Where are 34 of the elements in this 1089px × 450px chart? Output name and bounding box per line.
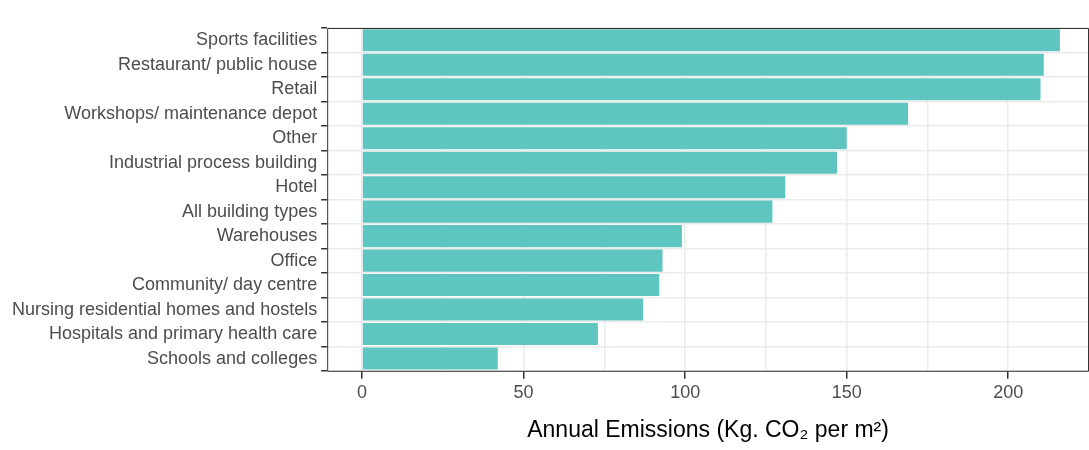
x-tick-label: 50 — [513, 381, 534, 402]
bar — [362, 127, 847, 150]
bar — [362, 274, 660, 297]
y-tick-label: Office — [270, 249, 318, 270]
y-tick-label: Warehouses — [216, 225, 318, 246]
y-tick-label: Sports facilities — [196, 29, 318, 50]
bar — [362, 225, 682, 248]
y-tick-label: Other — [272, 127, 318, 148]
x-tick-label: 200 — [993, 381, 1024, 402]
y-tick-label: Hotel — [275, 176, 318, 197]
y-tick-label: Industrial process building — [109, 151, 318, 172]
bar — [362, 200, 773, 223]
y-tick-label: Workshops/ maintenance depot — [64, 102, 318, 123]
y-tick-label: Hospitals and primary health care — [49, 323, 318, 344]
y-tick-label: Restaurant/ public house — [118, 53, 318, 74]
x-axis-title: Annual Emissions (Kg. CO₂ per m²) — [527, 415, 889, 442]
bar — [362, 151, 837, 174]
bar — [362, 102, 909, 125]
bar — [362, 347, 498, 370]
y-tick-label: Retail — [271, 78, 318, 99]
y-tick-label: Community/ day centre — [132, 274, 318, 295]
y-tick-label: Schools and colleges — [147, 347, 318, 368]
y-tick-label: Nursing residential homes and hostels — [11, 298, 318, 319]
bar — [362, 29, 1060, 52]
bar — [362, 53, 1044, 76]
x-tick-label: 0 — [357, 381, 368, 402]
bar — [362, 323, 598, 346]
x-tick-label: 100 — [670, 381, 701, 402]
bar — [362, 249, 663, 272]
x-tick-label: 150 — [831, 381, 862, 402]
bar — [362, 298, 644, 321]
bar — [362, 78, 1041, 101]
y-tick-label: All building types — [182, 200, 318, 221]
bar — [362, 176, 786, 199]
